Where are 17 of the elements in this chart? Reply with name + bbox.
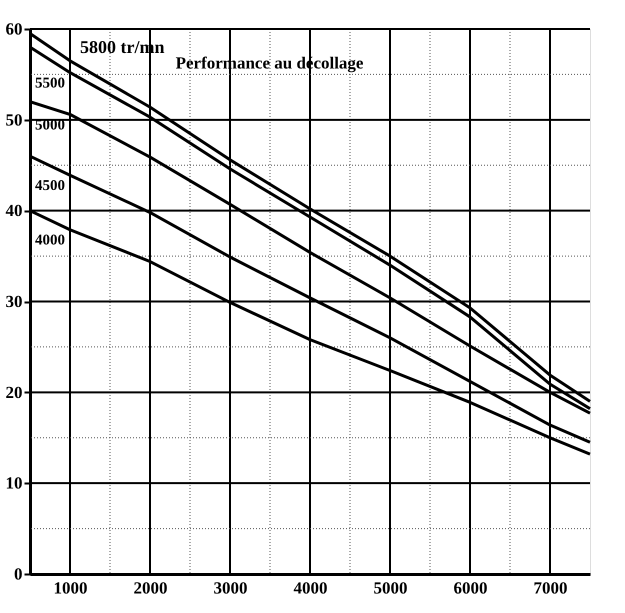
y-tick-label: 20: [6, 382, 22, 402]
y-tick-label: 0: [14, 564, 22, 584]
y-tick-label: 40: [6, 201, 22, 220]
series-label: 5500: [35, 76, 65, 92]
x-tick-label: 1000: [54, 578, 88, 598]
y-tick-label: 50: [6, 110, 22, 130]
x-tick-label: 2000: [134, 578, 168, 598]
y-tick-label: 30: [6, 292, 22, 311]
y-tick-label: 60: [6, 20, 22, 38]
series-label: 4500: [35, 178, 65, 194]
x-tick-label: 7000: [534, 578, 568, 598]
series-label: 4000: [35, 232, 65, 249]
x-tick-label: 5000: [374, 578, 408, 598]
x-tick-label: 4000: [294, 578, 328, 598]
x-tick-label: 3000: [214, 578, 248, 598]
y-tick-label: 10: [6, 474, 22, 493]
x-tick-label: 6000: [454, 578, 488, 598]
